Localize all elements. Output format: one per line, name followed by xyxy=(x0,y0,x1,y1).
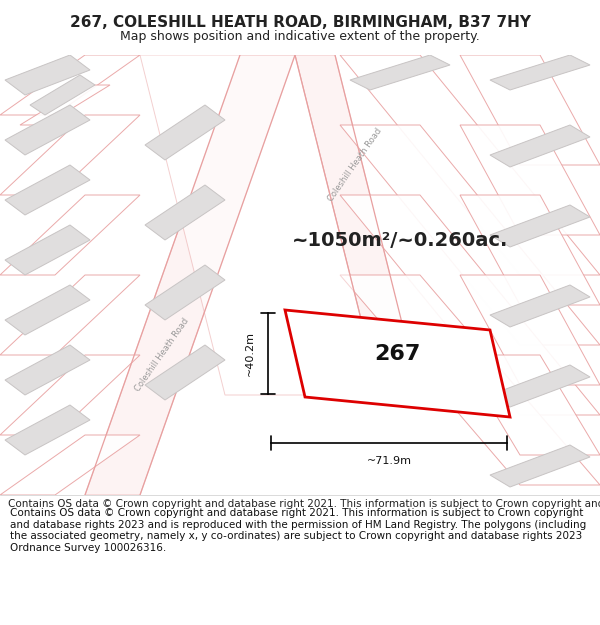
Polygon shape xyxy=(5,225,90,275)
Polygon shape xyxy=(0,55,140,115)
Polygon shape xyxy=(340,195,600,415)
Polygon shape xyxy=(0,435,140,495)
Polygon shape xyxy=(460,355,600,455)
Polygon shape xyxy=(490,205,590,247)
Polygon shape xyxy=(30,75,95,115)
Polygon shape xyxy=(145,345,225,400)
Polygon shape xyxy=(20,85,110,125)
Text: Map shows position and indicative extent of the property.: Map shows position and indicative extent… xyxy=(120,30,480,43)
Polygon shape xyxy=(460,195,600,305)
Polygon shape xyxy=(145,105,225,160)
Text: 267, COLESHILL HEATH ROAD, BIRMINGHAM, B37 7HY: 267, COLESHILL HEATH ROAD, BIRMINGHAM, B… xyxy=(70,16,530,31)
Polygon shape xyxy=(0,115,140,195)
Text: ~40.2m: ~40.2m xyxy=(245,331,255,376)
Polygon shape xyxy=(145,185,225,240)
Polygon shape xyxy=(0,355,140,435)
Polygon shape xyxy=(285,310,510,417)
Polygon shape xyxy=(0,195,140,275)
Polygon shape xyxy=(340,125,600,345)
Text: Contains OS data © Crown copyright and database right 2021. This information is : Contains OS data © Crown copyright and d… xyxy=(8,499,600,509)
Polygon shape xyxy=(5,165,90,215)
Text: ~1050m²/~0.260ac.: ~1050m²/~0.260ac. xyxy=(292,231,508,249)
Polygon shape xyxy=(0,275,140,355)
Polygon shape xyxy=(460,55,600,165)
Polygon shape xyxy=(350,55,450,90)
Text: Contains OS data © Crown copyright and database right 2021. This information is : Contains OS data © Crown copyright and d… xyxy=(10,508,586,552)
Polygon shape xyxy=(490,55,590,90)
Text: Coleshill Heath Road: Coleshill Heath Road xyxy=(326,127,384,203)
Polygon shape xyxy=(5,55,90,95)
Polygon shape xyxy=(490,365,590,407)
Polygon shape xyxy=(145,265,225,320)
Text: Coleshill Heath Road: Coleshill Heath Road xyxy=(133,317,191,393)
Polygon shape xyxy=(490,125,590,167)
Polygon shape xyxy=(340,275,600,485)
Polygon shape xyxy=(460,275,600,385)
Polygon shape xyxy=(5,345,90,395)
Polygon shape xyxy=(490,445,590,487)
Polygon shape xyxy=(85,55,295,495)
Polygon shape xyxy=(340,55,600,275)
Text: 267: 267 xyxy=(374,344,421,364)
Polygon shape xyxy=(5,285,90,335)
Text: ~71.9m: ~71.9m xyxy=(367,456,412,466)
Polygon shape xyxy=(5,405,90,455)
Polygon shape xyxy=(490,285,590,327)
Polygon shape xyxy=(140,55,380,395)
Polygon shape xyxy=(460,125,600,235)
Polygon shape xyxy=(295,55,420,395)
Polygon shape xyxy=(5,105,90,155)
